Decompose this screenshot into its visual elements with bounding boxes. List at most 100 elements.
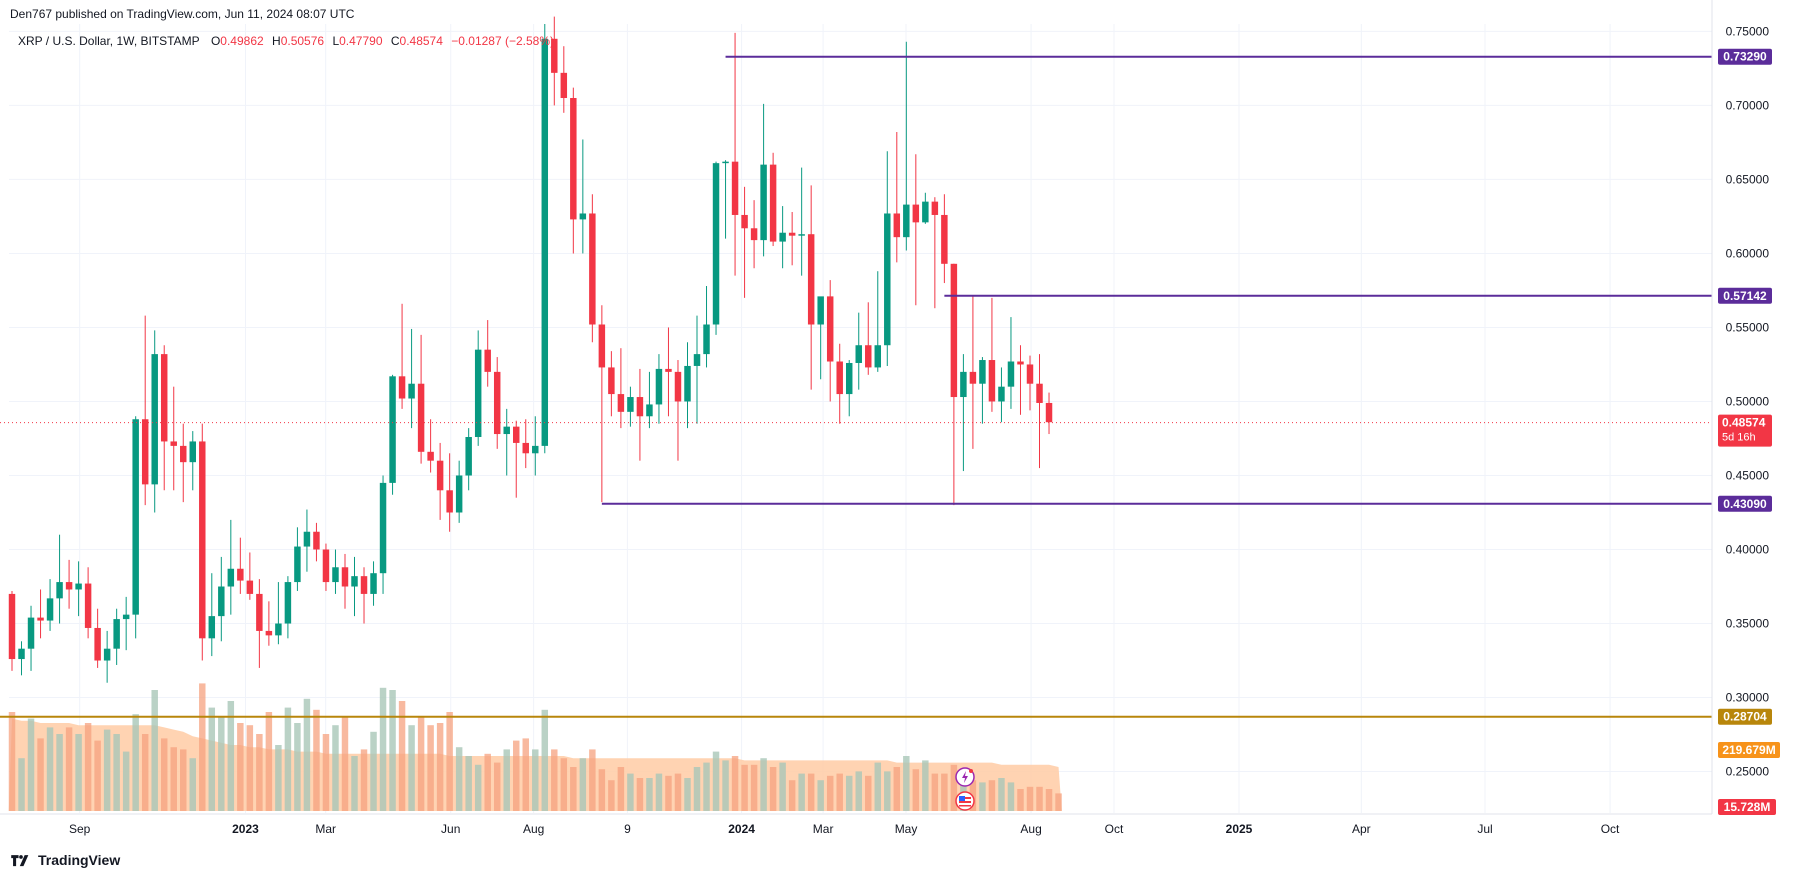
candle-body bbox=[256, 593, 263, 631]
candle-body bbox=[884, 213, 891, 346]
volume-bar bbox=[1055, 793, 1062, 811]
candle-body bbox=[398, 376, 406, 399]
candle bbox=[788, 211, 796, 266]
price-tick-label: 0.75000 bbox=[1726, 24, 1770, 38]
candle-body bbox=[826, 296, 834, 362]
price-tick-label: 0.25000 bbox=[1726, 765, 1770, 779]
candle bbox=[122, 596, 130, 651]
candle-body bbox=[341, 567, 349, 587]
volume-bar bbox=[503, 749, 510, 811]
candle bbox=[570, 87, 577, 254]
candle-body bbox=[122, 614, 130, 620]
candle bbox=[579, 139, 587, 254]
candle-body bbox=[779, 232, 786, 242]
candle-body bbox=[303, 531, 311, 547]
candle-body bbox=[103, 648, 111, 661]
level-price-tag-text: 0.43090 bbox=[1723, 497, 1767, 511]
candle-body bbox=[798, 234, 805, 236]
candle-body bbox=[807, 234, 815, 325]
volume-bar bbox=[303, 698, 311, 811]
candle-body bbox=[560, 72, 568, 99]
time-tick-label: May bbox=[895, 822, 918, 836]
volume-bar bbox=[722, 760, 729, 811]
volume-bar bbox=[455, 747, 463, 811]
candle bbox=[141, 315, 149, 506]
volume-tag: 15.728M bbox=[1718, 799, 1776, 815]
volume-bar bbox=[398, 701, 406, 811]
volume-bar bbox=[551, 749, 558, 811]
candle bbox=[941, 194, 948, 284]
countdown-text: 5d 16h bbox=[1722, 432, 1756, 444]
candle-body bbox=[27, 617, 35, 649]
candle bbox=[256, 579, 263, 668]
time-tick-label: Apr bbox=[1352, 822, 1371, 836]
volume-bar bbox=[65, 727, 73, 811]
volume-bar bbox=[18, 758, 25, 811]
candle-body bbox=[845, 362, 853, 395]
volume-bar bbox=[1026, 786, 1034, 811]
candle bbox=[617, 348, 625, 429]
candle bbox=[208, 573, 216, 657]
candle bbox=[798, 167, 805, 276]
level-price-tag-bg bbox=[1718, 495, 1772, 512]
candle-body bbox=[693, 354, 701, 366]
volume-bar bbox=[845, 775, 853, 811]
candle bbox=[845, 360, 853, 417]
candle bbox=[741, 186, 748, 298]
close-label: C bbox=[390, 34, 400, 48]
candle-body bbox=[551, 38, 558, 73]
time-tick-label: Mar bbox=[315, 822, 336, 836]
candle-body bbox=[817, 296, 824, 325]
candle-body bbox=[522, 442, 529, 454]
candle-body bbox=[284, 582, 292, 624]
lightning-icon[interactable] bbox=[955, 767, 975, 787]
volume-bar bbox=[389, 690, 396, 811]
volume-bar bbox=[627, 773, 634, 811]
candle-body bbox=[741, 214, 748, 229]
price-tick-label: 0.65000 bbox=[1726, 172, 1770, 186]
candle-body bbox=[941, 214, 948, 264]
candle bbox=[132, 416, 139, 639]
candle bbox=[731, 32, 739, 276]
volume-bar bbox=[27, 718, 35, 811]
volume-bar bbox=[665, 775, 672, 811]
candle-body bbox=[1007, 361, 1015, 387]
candle bbox=[94, 608, 101, 668]
candle-body bbox=[874, 345, 882, 368]
us-flag-icon[interactable] bbox=[955, 791, 975, 811]
level-price-tag-bg bbox=[1718, 48, 1772, 65]
symbol-title: XRP / U.S. Dollar, 1W, BITSTAMP bbox=[18, 34, 200, 48]
candle-body bbox=[646, 404, 653, 417]
candle bbox=[1007, 317, 1015, 409]
candle bbox=[322, 543, 330, 591]
volume-bar bbox=[160, 738, 168, 811]
candle-body bbox=[199, 441, 206, 639]
candle bbox=[703, 286, 710, 368]
candle-body bbox=[950, 263, 958, 398]
price-tick-label: 0.40000 bbox=[1726, 543, 1770, 557]
candle-body bbox=[294, 546, 301, 583]
candle bbox=[27, 605, 35, 671]
volume-bar bbox=[817, 780, 824, 811]
volume-bar bbox=[113, 734, 120, 811]
candle-body bbox=[208, 616, 216, 639]
volume-bar bbox=[56, 734, 63, 811]
candle-body bbox=[674, 371, 682, 402]
volume-bar bbox=[170, 747, 177, 811]
candle bbox=[893, 132, 901, 263]
candle bbox=[865, 302, 872, 375]
candle-body bbox=[427, 451, 434, 461]
chart-grid bbox=[9, 24, 1712, 813]
candle bbox=[665, 327, 672, 417]
footer-brand[interactable]: TradingView bbox=[10, 852, 120, 868]
high-value: 0.50576 bbox=[280, 34, 325, 48]
candle-body bbox=[237, 568, 244, 581]
candle-body bbox=[360, 576, 368, 594]
volume-bar bbox=[237, 723, 244, 811]
volume-bar bbox=[1045, 789, 1053, 811]
candle bbox=[408, 328, 415, 429]
candle bbox=[227, 519, 235, 615]
candle bbox=[275, 582, 282, 645]
candle-body bbox=[541, 38, 549, 446]
